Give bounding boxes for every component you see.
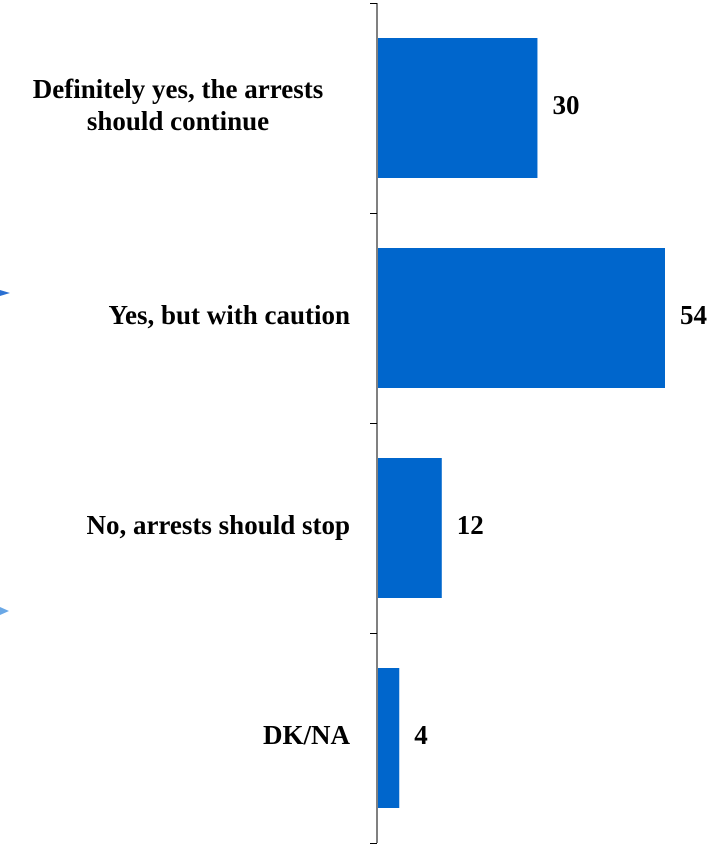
category-label-line: should continue bbox=[87, 106, 269, 136]
value-label: 30 bbox=[552, 90, 579, 120]
bar bbox=[378, 458, 442, 598]
value-label: 12 bbox=[457, 510, 484, 540]
bar bbox=[378, 668, 400, 808]
left-edge-mark bbox=[0, 607, 9, 615]
bars bbox=[378, 38, 665, 808]
category-label: No, arrests should stop bbox=[86, 510, 350, 540]
bar bbox=[378, 38, 538, 178]
left-edge-marks bbox=[0, 290, 10, 615]
category-label-line: DK/NA bbox=[263, 720, 351, 750]
category-label-line: Yes, but with caution bbox=[108, 300, 350, 330]
bar bbox=[378, 248, 665, 388]
category-label-line: Definitely yes, the arrests bbox=[33, 74, 323, 104]
category-label-line: No, arrests should stop bbox=[86, 510, 350, 540]
value-label: 54 bbox=[680, 300, 707, 330]
category-label: DK/NA bbox=[263, 720, 351, 750]
category-labels: Definitely yes, the arrests should contin… bbox=[33, 74, 351, 750]
category-axis bbox=[370, 3, 378, 844]
category-label: Definitely yes, the arrests should contin… bbox=[33, 74, 323, 136]
value-labels: 30 54 12 4 bbox=[414, 90, 707, 750]
value-label: 4 bbox=[414, 720, 428, 750]
left-edge-mark bbox=[0, 290, 10, 296]
category-label: Yes, but with caution bbox=[108, 300, 350, 330]
